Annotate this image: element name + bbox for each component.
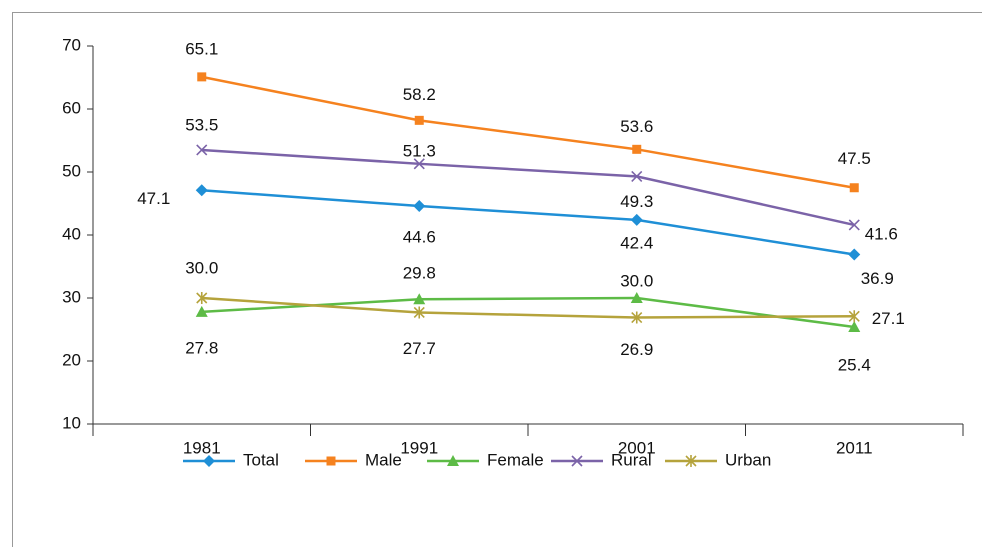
marker [413,200,426,213]
marker [848,320,861,332]
y-tick-label: 70 [62,35,81,54]
marker [195,305,208,317]
marker [196,144,208,156]
legend-item: Male [305,450,402,469]
marker [848,310,860,323]
data-label: 44.6 [403,228,436,247]
data-label: 41.6 [865,224,898,243]
x-tick-label: 1991 [400,438,438,457]
data-label: 27.8 [185,338,218,357]
series-line [201,189,855,256]
data-label: 53.5 [185,115,218,134]
legend-item: Female [427,450,544,469]
marker [848,248,861,261]
marker [196,292,208,304]
legend-item: Total [183,450,279,469]
x-tick-label: 2011 [836,438,873,457]
marker [630,292,643,303]
marker [631,170,643,182]
data-label: 27.7 [403,339,436,358]
y-tick-label: 10 [62,413,81,432]
data-label: 47.1 [137,189,170,208]
legend-label: Urban [725,450,771,469]
data-label: 30.0 [185,258,218,277]
data-label: 29.8 [403,264,436,283]
marker [414,115,424,125]
chart-border [12,12,982,547]
marker [203,455,215,467]
y-tick-label: 30 [62,287,81,306]
marker [685,455,697,467]
legend-label: Rural [611,450,652,469]
marker [197,72,207,82]
marker [447,455,459,466]
y-tick-label: 40 [62,224,81,243]
series-line [201,75,855,189]
marker [571,455,583,467]
series-line [201,148,855,227]
marker [631,311,643,324]
series-line [201,296,855,329]
series-line [201,296,855,319]
data-label: 30.0 [620,271,653,290]
marker [849,183,859,193]
marker [195,184,208,197]
data-label: 53.6 [620,117,653,136]
data-label: 47.5 [838,149,871,168]
marker [630,213,643,226]
data-label: 58.2 [403,85,436,104]
legend-label: Total [243,450,279,469]
marker [326,456,336,466]
marker [413,158,425,170]
y-tick-label: 60 [62,98,81,117]
marker [413,293,426,305]
data-label: 51.3 [403,141,436,160]
y-tick-label: 20 [62,350,81,369]
legend-label: Female [487,450,544,469]
x-tick-label: 2001 [618,438,656,457]
legend-item: Rural [551,450,652,469]
data-label: 36.9 [861,269,894,288]
marker [848,219,860,231]
marker [632,144,642,154]
data-label: 27.1 [872,309,905,328]
data-label: 25.4 [838,355,871,374]
marker [413,306,425,319]
y-tick-label: 50 [62,161,81,180]
data-label: 65.1 [185,39,218,58]
data-label: 49.3 [620,192,653,211]
x-tick-label: 1981 [183,438,221,457]
data-label: 42.4 [620,233,653,252]
legend-item: Urban [665,450,771,469]
legend-label: Male [365,450,402,469]
data-label: 26.9 [620,340,653,359]
